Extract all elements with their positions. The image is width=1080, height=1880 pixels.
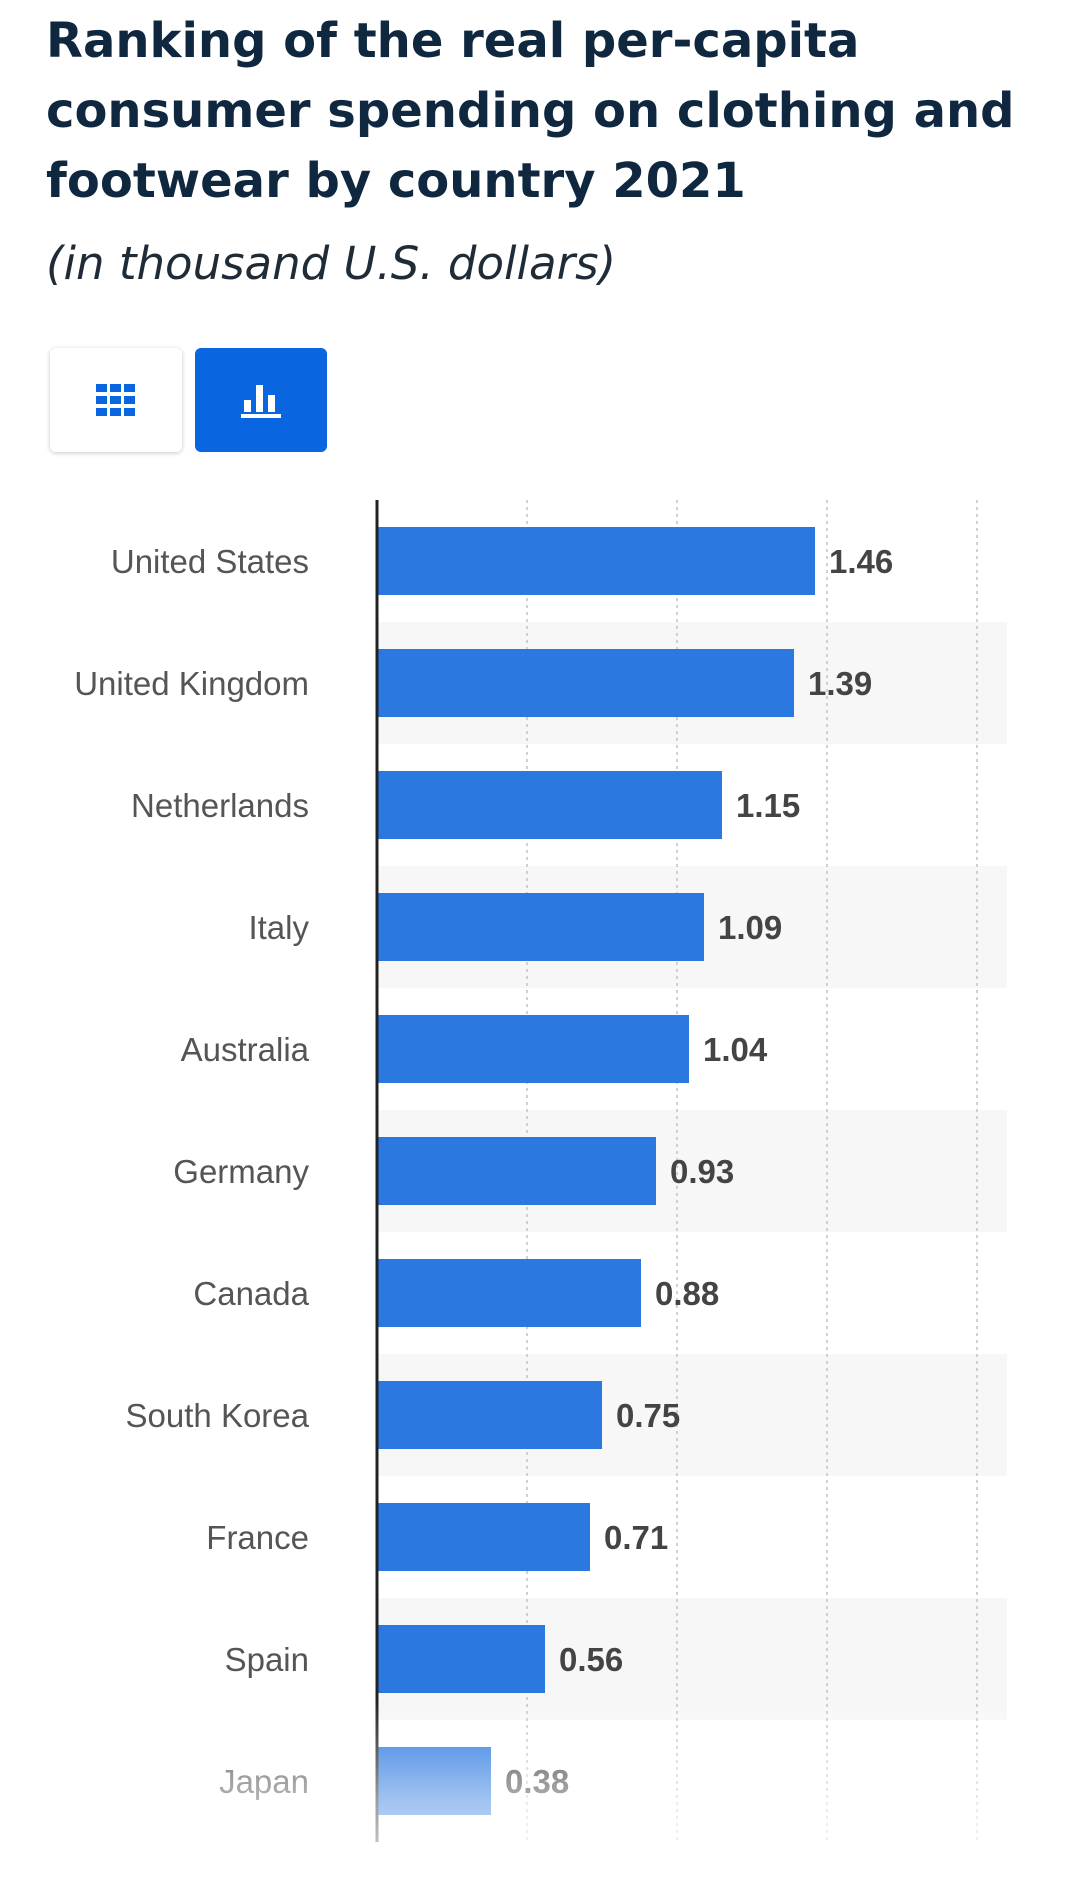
chart-subtitle: (in thousand U.S. dollars) [46,237,617,290]
category-label: Netherlands [131,787,309,824]
bar [377,649,794,717]
table-grid-icon [96,384,135,416]
value-label: 0.75 [616,1397,680,1434]
category-label: United States [111,543,309,580]
bar [377,1625,545,1693]
bar [377,1381,602,1449]
category-label: Japan [219,1763,309,1800]
value-label: 0.71 [604,1519,668,1556]
value-label: 1.46 [829,543,893,580]
bar [377,527,815,595]
category-label: France [206,1519,309,1556]
table-view-button[interactable] [50,348,182,452]
category-label: Italy [248,909,309,946]
value-label: 1.09 [718,909,782,946]
value-label: 0.88 [655,1275,719,1312]
chart-view-button[interactable] [195,348,327,452]
category-label: Canada [193,1275,309,1312]
value-label: 1.04 [703,1031,768,1068]
chart-title: Ranking of the real per-capita consumer … [46,13,1015,209]
category-label: Spain [225,1641,309,1678]
value-label: 1.15 [736,787,800,824]
bar [377,1259,641,1327]
bar-chart: United States 1.46 United Kingdom 1.39 Nethe… [74,500,1007,1842]
value-label: 0.56 [559,1641,623,1678]
category-label: South Korea [126,1397,310,1434]
bar [377,893,704,961]
bar [377,771,722,839]
value-label: 1.39 [808,665,872,702]
bar [377,1137,656,1205]
bar [377,1503,590,1571]
bar-chart-icon [241,385,281,418]
value-label: 0.38 [505,1763,569,1800]
category-label: Australia [181,1031,310,1068]
bar [377,1015,689,1083]
category-label: Germany [173,1153,309,1190]
category-label: United Kingdom [74,665,309,702]
bar [377,1747,491,1815]
value-label: 0.93 [670,1153,734,1190]
